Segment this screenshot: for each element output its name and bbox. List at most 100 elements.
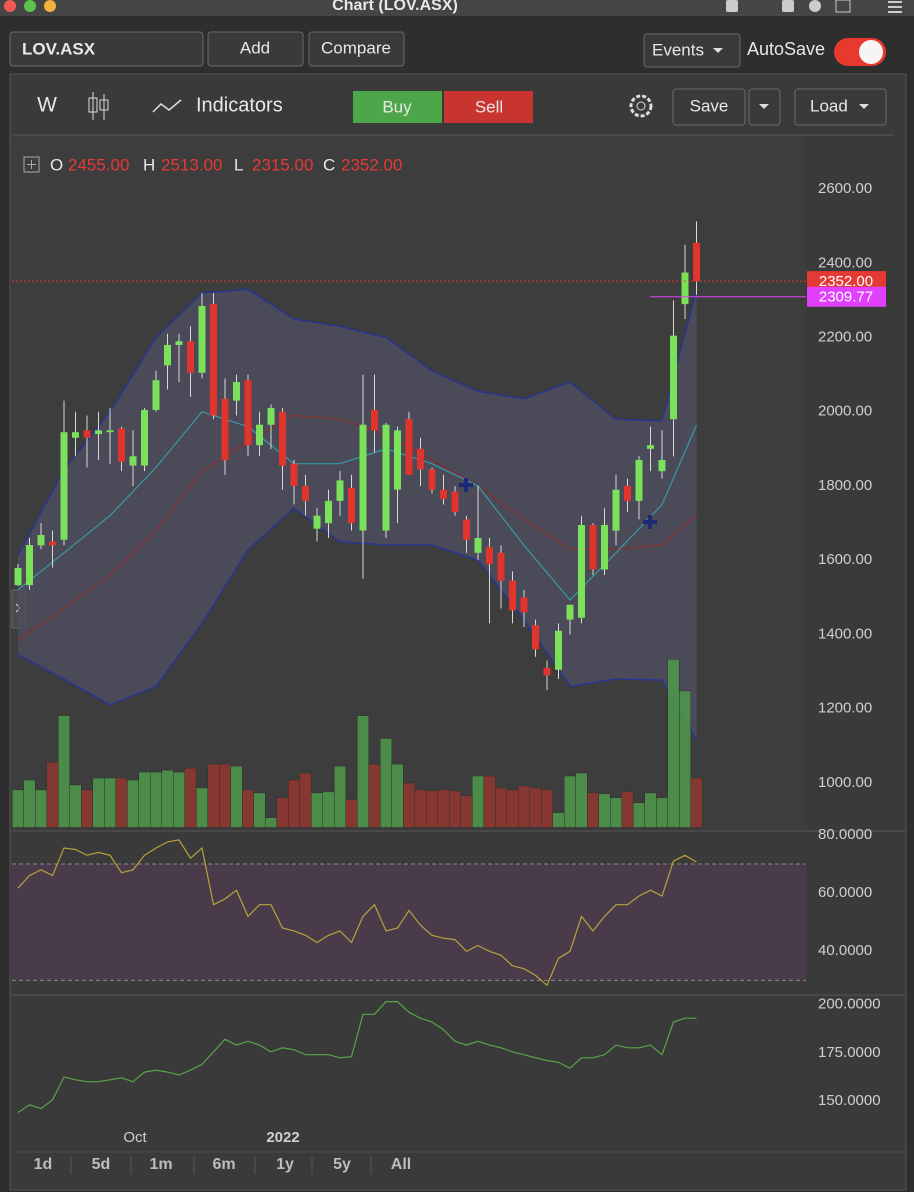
candle-body <box>49 541 56 546</box>
candle-body <box>26 545 33 586</box>
range-button[interactable]: All <box>391 1156 411 1173</box>
caret <box>713 48 723 53</box>
volume-bar <box>299 772 312 828</box>
candle-body <box>543 667 551 676</box>
title-bar <box>0 0 914 16</box>
candle-body <box>578 524 585 618</box>
events-label: Events <box>652 40 704 59</box>
candle-body <box>267 408 275 425</box>
volume-bar <box>575 772 588 828</box>
volume-bar <box>610 797 622 828</box>
price-label-bg <box>807 271 886 292</box>
volume-bar <box>506 789 519 828</box>
range-button[interactable]: 1y <box>276 1156 294 1173</box>
volume-bar <box>92 777 105 828</box>
candle-body <box>405 419 413 475</box>
volume-bar <box>184 767 197 828</box>
volume-bar <box>403 782 415 828</box>
volume-bar <box>529 787 542 828</box>
candle-body <box>302 486 309 501</box>
candle-body <box>681 272 689 305</box>
y-tick-label: 2400.00 <box>818 254 872 271</box>
candle-body <box>72 432 79 438</box>
indicators[interactable]: Indicators <box>196 94 283 116</box>
volume-bar <box>219 763 231 828</box>
volume-bar <box>483 775 496 828</box>
indicator-line <box>17 839 697 987</box>
volume-bar <box>104 777 116 828</box>
x-label: 2022 <box>266 1129 299 1146</box>
ohlc-value: 2455.00 <box>68 155 129 174</box>
y-tick-label: 2600.00 <box>818 180 872 197</box>
volume-bar <box>69 784 82 828</box>
volume-bar <box>311 792 323 828</box>
candle-body <box>210 304 217 416</box>
volume-bar <box>518 785 530 828</box>
window-icons <box>726 0 902 13</box>
load-button[interactable] <box>794 88 887 126</box>
candle-body <box>566 604 574 620</box>
range-button[interactable]: 1d <box>34 1156 53 1173</box>
candle-body <box>624 486 631 501</box>
candle-body <box>37 534 45 546</box>
volume-bar <box>357 715 369 828</box>
range-button[interactable]: 5d <box>92 1156 111 1173</box>
candle-body <box>509 580 516 611</box>
settings-icon-core <box>636 101 646 111</box>
candle-body <box>152 380 160 410</box>
ohlc-key: L <box>234 155 243 174</box>
volume-bar <box>437 789 450 828</box>
volume-bar <box>391 763 404 828</box>
volume-bar <box>58 715 70 828</box>
volume-bar <box>564 775 576 828</box>
zoom-dot[interactable] <box>24 0 36 12</box>
indicators-icon <box>152 99 182 113</box>
close-dot[interactable] <box>4 0 16 12</box>
candle-body <box>670 335 677 420</box>
y-tick-label: 1000.00 <box>818 774 872 791</box>
sell-button[interactable] <box>444 91 533 123</box>
chart-style-icon[interactable] <box>88 92 109 120</box>
candle-body <box>520 597 528 613</box>
y-tick-label: 1600.00 <box>818 551 872 568</box>
candle-body <box>463 519 470 540</box>
period[interactable]: W <box>37 94 57 117</box>
price-label: 2352.00 <box>819 273 873 290</box>
y-tick-label: 1800.00 <box>818 477 872 494</box>
add-button[interactable] <box>207 31 304 67</box>
candle-body <box>244 380 252 446</box>
candle-body <box>221 398 229 461</box>
volume-bar <box>127 779 139 828</box>
candle-body <box>336 480 344 501</box>
events-button[interactable] <box>643 33 741 68</box>
range-button[interactable]: 1m <box>149 1156 172 1173</box>
candle-body <box>106 430 114 433</box>
band-fill <box>18 289 697 740</box>
range-button[interactable]: 6m <box>212 1156 235 1173</box>
save-button[interactable] <box>672 88 746 126</box>
volume-bar <box>288 779 300 828</box>
toggle-knob <box>859 40 883 64</box>
volume-bar <box>414 789 427 828</box>
add-label: Add <box>240 38 270 57</box>
min-dot[interactable] <box>44 0 56 12</box>
volume-bar <box>173 771 185 828</box>
event-markers[interactable] <box>459 478 657 529</box>
volume-bar <box>667 658 680 828</box>
buy-button[interactable] <box>353 91 442 123</box>
volume-bar <box>242 789 254 828</box>
settings-icon[interactable] <box>629 94 653 118</box>
volume-bar <box>115 777 128 828</box>
candle-body <box>313 515 321 529</box>
compare-button[interactable] <box>308 31 405 67</box>
compare-label: Compare <box>321 38 391 57</box>
candle-body <box>325 500 332 524</box>
volume-bar <box>460 795 473 828</box>
y-tick-label: 60.0000 <box>818 884 872 901</box>
range-button[interactable]: 5y <box>333 1156 351 1173</box>
symbol-input[interactable] <box>9 31 204 67</box>
volume-bar <box>265 817 277 828</box>
candle-body <box>497 552 505 581</box>
volume-bar <box>196 787 208 828</box>
candle-body <box>428 469 436 490</box>
